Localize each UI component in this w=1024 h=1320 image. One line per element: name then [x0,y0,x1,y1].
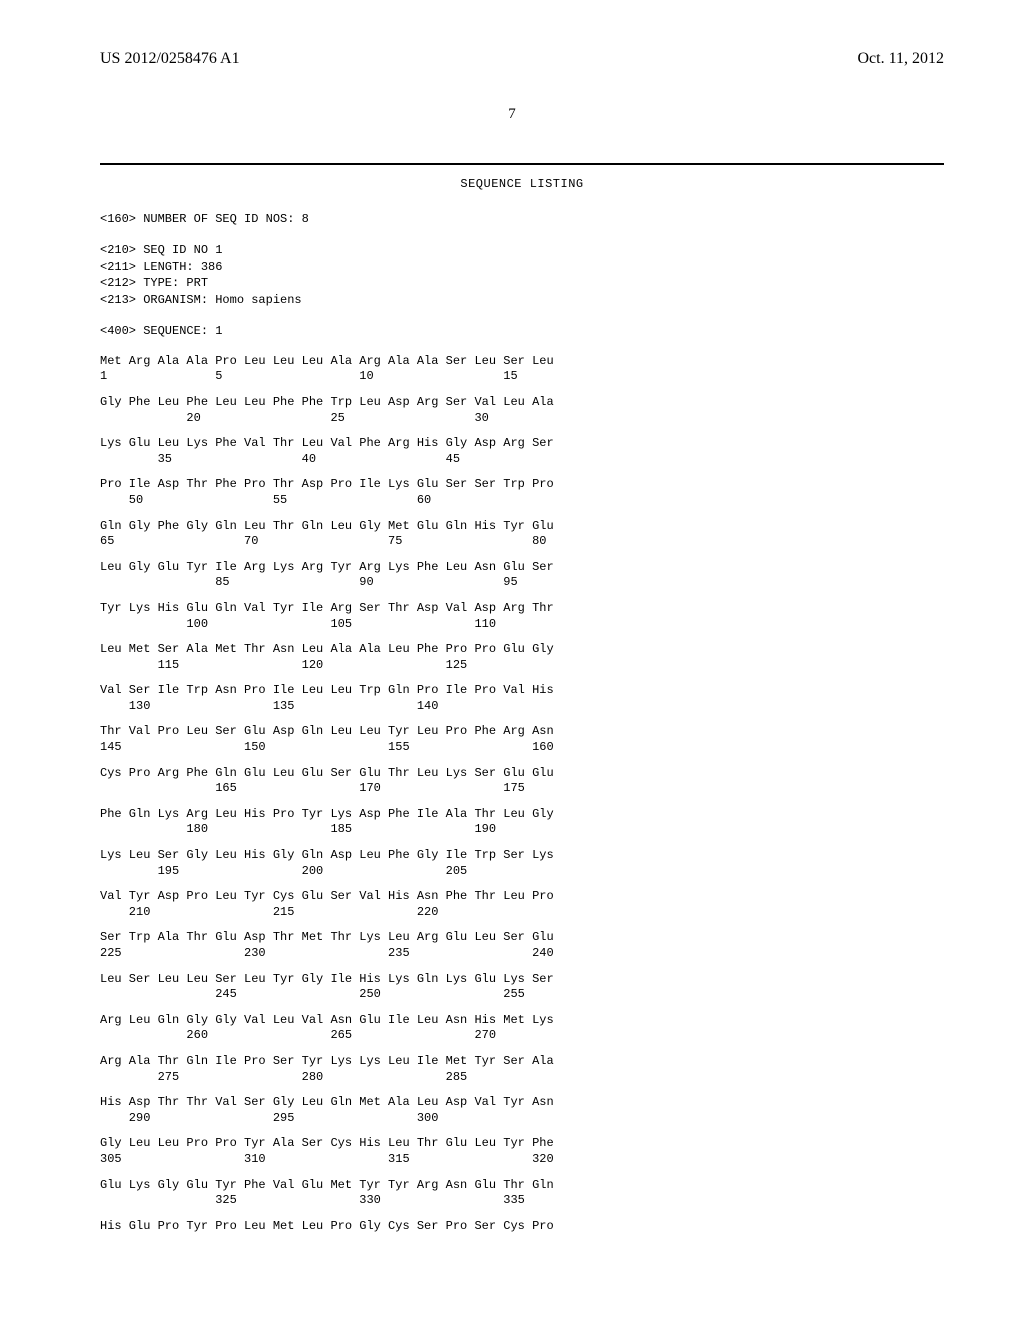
sequence-row: Cys Pro Arg Phe Gln Glu Leu Glu Ser Glu … [100,766,944,797]
sequence-row: Phe Gln Lys Arg Leu His Pro Tyr Lys Asp … [100,807,944,838]
amino-acid-line: Val Ser Ile Trp Asn Pro Ile Leu Leu Trp … [100,683,944,699]
amino-acid-line: Lys Leu Ser Gly Leu His Gly Gln Asp Leu … [100,848,944,864]
sequence-row: Gly Leu Leu Pro Pro Tyr Ala Ser Cys His … [100,1136,944,1167]
amino-acid-line: Leu Gly Glu Tyr Ile Arg Lys Arg Tyr Arg … [100,560,944,576]
sequence-row: Leu Ser Leu Leu Ser Leu Tyr Gly Ile His … [100,972,944,1003]
amino-acid-line: Leu Met Ser Ala Met Thr Asn Leu Ala Ala … [100,642,944,658]
amino-acid-line: Tyr Lys His Glu Gln Val Tyr Ile Arg Ser … [100,601,944,617]
position-line: 325 330 335 [100,1193,944,1209]
position-line: 100 105 110 [100,617,944,633]
sequence-row: Thr Val Pro Leu Ser Glu Asp Gln Leu Leu … [100,724,944,755]
meta-organism: <213> ORGANISM: Homo sapiens [100,292,944,309]
position-line: 180 185 190 [100,822,944,838]
sequence-row: Glu Lys Gly Glu Tyr Phe Val Glu Met Tyr … [100,1178,944,1209]
position-line: 20 25 30 [100,411,944,427]
position-line: 35 40 45 [100,452,944,468]
amino-acid-line: His Glu Pro Tyr Pro Leu Met Leu Pro Gly … [100,1219,944,1235]
amino-acid-line: Gly Leu Leu Pro Pro Tyr Ala Ser Cys His … [100,1136,944,1152]
amino-acid-line: Thr Val Pro Leu Ser Glu Asp Gln Leu Leu … [100,724,944,740]
meta-block-sequence-header: <400> SEQUENCE: 1 [100,323,944,340]
position-line: 145 150 155 160 [100,740,944,756]
position-line: 1 5 10 15 [100,369,944,385]
page-header: US 2012/0258476 A1 Oct. 11, 2012 [0,0,1024,76]
sequence-row: Gln Gly Phe Gly Gln Leu Thr Gln Leu Gly … [100,519,944,550]
amino-acid-line: Arg Ala Thr Gln Ile Pro Ser Tyr Lys Lys … [100,1054,944,1070]
content-area: SEQUENCE LISTING <160> NUMBER OF SEQ ID … [0,177,1024,1234]
publication-date: Oct. 11, 2012 [857,50,944,68]
position-line: 210 215 220 [100,905,944,921]
amino-acid-line: Gln Gly Phe Gly Gln Leu Thr Gln Leu Gly … [100,519,944,535]
sequence-row: Met Arg Ala Ala Pro Leu Leu Leu Ala Arg … [100,354,944,385]
position-line: 195 200 205 [100,864,944,880]
sequence-row: Pro Ile Asp Thr Phe Pro Thr Asp Pro Ile … [100,477,944,508]
position-line: 245 250 255 [100,987,944,1003]
sequence-row: His Asp Thr Thr Val Ser Gly Leu Gln Met … [100,1095,944,1126]
sequence-row: Lys Leu Ser Gly Leu His Gly Gln Asp Leu … [100,848,944,879]
amino-acid-line: His Asp Thr Thr Val Ser Gly Leu Gln Met … [100,1095,944,1111]
meta-type: <212> TYPE: PRT [100,275,944,292]
sequence-row: Lys Glu Leu Lys Phe Val Thr Leu Val Phe … [100,436,944,467]
position-line: 165 170 175 [100,781,944,797]
sequence-row: Tyr Lys His Glu Gln Val Tyr Ile Arg Ser … [100,601,944,632]
position-line: 65 70 75 80 [100,534,944,550]
sequence-row: Gly Phe Leu Phe Leu Leu Phe Phe Trp Leu … [100,395,944,426]
position-line: 290 295 300 [100,1111,944,1127]
sequence-row: Val Tyr Asp Pro Leu Tyr Cys Glu Ser Val … [100,889,944,920]
sequence-row: Arg Leu Gln Gly Gly Val Leu Val Asn Glu … [100,1013,944,1044]
meta-length: <211> LENGTH: 386 [100,259,944,276]
position-line: 50 55 60 [100,493,944,509]
amino-acid-line: Ser Trp Ala Thr Glu Asp Thr Met Thr Lys … [100,930,944,946]
meta-block-num-seq: <160> NUMBER OF SEQ ID NOS: 8 [100,211,944,228]
position-line: 85 90 95 [100,575,944,591]
meta-sequence-header: <400> SEQUENCE: 1 [100,323,944,340]
patent-number: US 2012/0258476 A1 [100,50,240,68]
sequence-rows-container: Met Arg Ala Ala Pro Leu Leu Leu Ala Arg … [100,354,944,1235]
amino-acid-line: Phe Gln Lys Arg Leu His Pro Tyr Lys Asp … [100,807,944,823]
amino-acid-line: Glu Lys Gly Glu Tyr Phe Val Glu Met Tyr … [100,1178,944,1194]
amino-acid-line: Arg Leu Gln Gly Gly Val Leu Val Asn Glu … [100,1013,944,1029]
sequence-listing-title: SEQUENCE LISTING [100,177,944,191]
amino-acid-line: Leu Ser Leu Leu Ser Leu Tyr Gly Ile His … [100,972,944,988]
sequence-row: Leu Gly Glu Tyr Ile Arg Lys Arg Tyr Arg … [100,560,944,591]
sequence-row: Leu Met Ser Ala Met Thr Asn Leu Ala Ala … [100,642,944,673]
amino-acid-line: Pro Ile Asp Thr Phe Pro Thr Asp Pro Ile … [100,477,944,493]
position-line: 130 135 140 [100,699,944,715]
amino-acid-line: Cys Pro Arg Phe Gln Glu Leu Glu Ser Glu … [100,766,944,782]
position-line: 260 265 270 [100,1028,944,1044]
meta-seq-id: <210> SEQ ID NO 1 [100,242,944,259]
amino-acid-line: Gly Phe Leu Phe Leu Leu Phe Phe Trp Leu … [100,395,944,411]
amino-acid-line: Lys Glu Leu Lys Phe Val Thr Leu Val Phe … [100,436,944,452]
meta-num-seq: <160> NUMBER OF SEQ ID NOS: 8 [100,211,944,228]
page-number: 7 [0,106,1024,123]
position-line: 305 310 315 320 [100,1152,944,1168]
sequence-row: Val Ser Ile Trp Asn Pro Ile Leu Leu Trp … [100,683,944,714]
sequence-row: Arg Ala Thr Gln Ile Pro Ser Tyr Lys Lys … [100,1054,944,1085]
position-line: 225 230 235 240 [100,946,944,962]
position-line: 275 280 285 [100,1070,944,1086]
sequence-row: Ser Trp Ala Thr Glu Asp Thr Met Thr Lys … [100,930,944,961]
sequence-row: His Glu Pro Tyr Pro Leu Met Leu Pro Gly … [100,1219,944,1235]
position-line: 115 120 125 [100,658,944,674]
meta-block-seq-info: <210> SEQ ID NO 1 <211> LENGTH: 386 <212… [100,242,944,309]
amino-acid-line: Met Arg Ala Ala Pro Leu Leu Leu Ala Arg … [100,354,944,370]
horizontal-divider [100,163,944,165]
amino-acid-line: Val Tyr Asp Pro Leu Tyr Cys Glu Ser Val … [100,889,944,905]
